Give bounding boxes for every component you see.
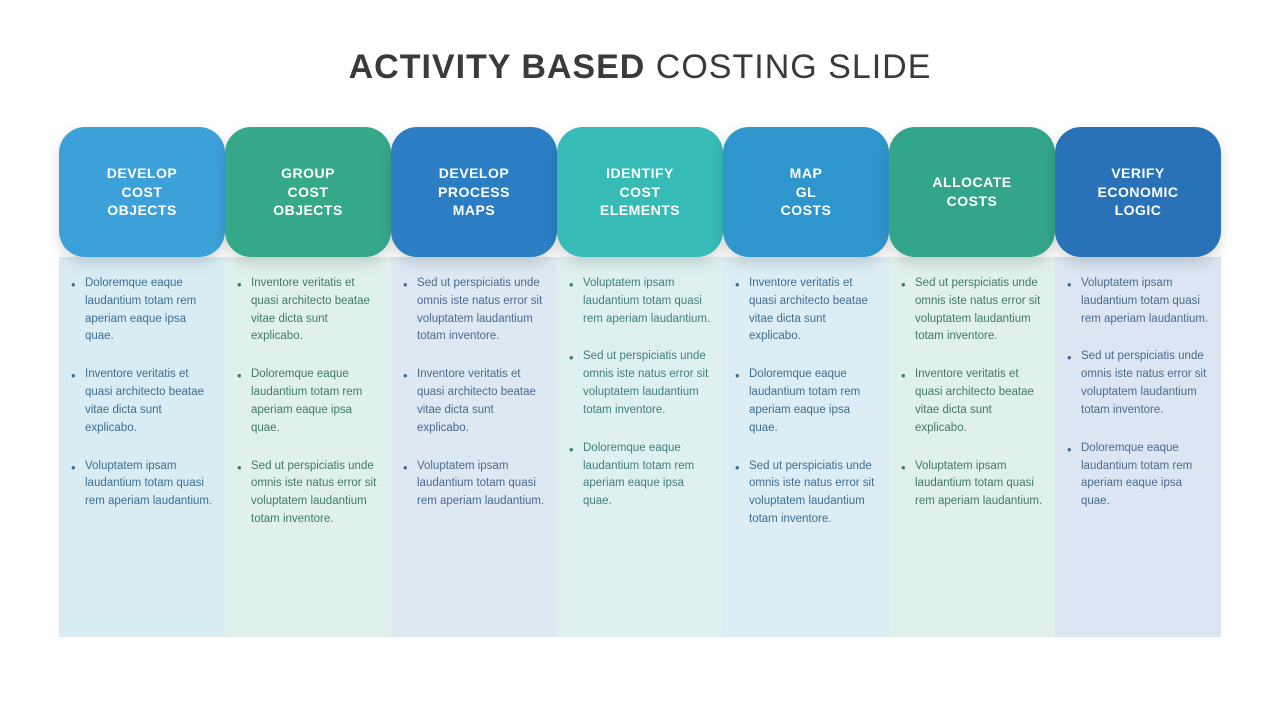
bullet-item: Sed ut perspiciatis unde omnis iste natu… (403, 275, 545, 346)
bullet-item: Doloremque eaque laudantium totam rem ap… (735, 366, 877, 437)
column-header: MAP GL COSTS (723, 127, 889, 257)
bullet-item: Sed ut perspiciatis unde omnis iste natu… (735, 458, 877, 529)
bullet-item: Inventore veritatis et quasi architecto … (237, 275, 379, 346)
bullet-item: Inventore veritatis et quasi architecto … (735, 275, 877, 346)
bullet-list: Inventore veritatis et quasi architecto … (735, 275, 877, 529)
bullet-list: Inventore veritatis et quasi architecto … (237, 275, 379, 529)
bullet-item: Voluptatem ipsam laudantium totam quasi … (71, 458, 213, 511)
slide-title: ACTIVITY BASED COSTING SLIDE (40, 48, 1240, 87)
process-column: VERIFY ECONOMIC LOGIC Voluptatem ipsam la… (1055, 127, 1221, 637)
bullet-item: Voluptatem ipsam laudantium totam quasi … (901, 458, 1043, 511)
process-column: IDENTIFY COST ELEMENTS Voluptatem ipsam l… (557, 127, 723, 637)
column-header: DEVELOP COST OBJECTS (59, 127, 225, 257)
process-column: ALLOCATE COSTS Sed ut perspiciatis unde o… (889, 127, 1055, 637)
column-body: Voluptatem ipsam laudantium totam quasi … (1055, 257, 1221, 637)
column-header-wrap: ALLOCATE COSTS (889, 127, 1055, 257)
column-header-wrap: DEVELOP PROCESS MAPS (391, 127, 557, 257)
column-header-wrap: MAP GL COSTS (723, 127, 889, 257)
bullet-item: Sed ut perspiciatis unde omnis iste natu… (569, 348, 711, 419)
title-light: COSTING SLIDE (656, 48, 932, 86)
bullet-item: Doloremque eaque laudantium totam rem ap… (71, 275, 213, 346)
process-column: DEVELOP COST OBJECTS Doloremque eaque lau… (59, 127, 225, 637)
column-body: Doloremque eaque laudantium totam rem ap… (59, 257, 225, 637)
bullet-item: Sed ut perspiciatis unde omnis iste natu… (1067, 348, 1209, 419)
column-header: DEVELOP PROCESS MAPS (391, 127, 557, 257)
process-column: MAP GL COSTS Inventore veritatis et quasi… (723, 127, 889, 637)
columns-track: DEVELOP COST OBJECTS Doloremque eaque lau… (40, 127, 1240, 637)
bullet-list: Sed ut perspiciatis unde omnis iste natu… (403, 275, 545, 511)
bullet-item: Doloremque eaque laudantium totam rem ap… (237, 366, 379, 437)
bullet-list: Voluptatem ipsam laudantium totam quasi … (1067, 275, 1209, 511)
column-body: Inventore veritatis et quasi architecto … (225, 257, 391, 637)
column-header-wrap: VERIFY ECONOMIC LOGIC (1055, 127, 1221, 257)
bullet-item: Sed ut perspiciatis unde omnis iste natu… (901, 275, 1043, 346)
column-header: ALLOCATE COSTS (889, 127, 1055, 257)
bullet-item: Voluptatem ipsam laudantium totam quasi … (403, 458, 545, 511)
bullet-list: Sed ut perspiciatis unde omnis iste natu… (901, 275, 1043, 511)
column-body: Sed ut perspiciatis unde omnis iste natu… (391, 257, 557, 637)
slide: ACTIVITY BASED COSTING SLIDE DEVELOP COS… (0, 0, 1280, 720)
column-body: Inventore veritatis et quasi architecto … (723, 257, 889, 637)
column-header-wrap: IDENTIFY COST ELEMENTS (557, 127, 723, 257)
column-header-wrap: GROUP COST OBJECTS (225, 127, 391, 257)
bullet-item: Voluptatem ipsam laudantium totam quasi … (569, 275, 711, 328)
bullet-item: Doloremque eaque laudantium totam rem ap… (569, 440, 711, 511)
bullet-item: Inventore veritatis et quasi architecto … (901, 366, 1043, 437)
bullet-list: Voluptatem ipsam laudantium totam quasi … (569, 275, 711, 511)
bullet-item: Sed ut perspiciatis unde omnis iste natu… (237, 458, 379, 529)
column-header: VERIFY ECONOMIC LOGIC (1055, 127, 1221, 257)
bullet-item: Inventore veritatis et quasi architecto … (71, 366, 213, 437)
column-header-wrap: DEVELOP COST OBJECTS (59, 127, 225, 257)
bullet-item: Voluptatem ipsam laudantium totam quasi … (1067, 275, 1209, 328)
bullet-item: Doloremque eaque laudantium totam rem ap… (1067, 440, 1209, 511)
column-header: IDENTIFY COST ELEMENTS (557, 127, 723, 257)
title-bold: ACTIVITY BASED (349, 48, 646, 86)
process-column: GROUP COST OBJECTS Inventore veritatis et… (225, 127, 391, 637)
column-body: Sed ut perspiciatis unde omnis iste natu… (889, 257, 1055, 637)
column-body: Voluptatem ipsam laudantium totam quasi … (557, 257, 723, 637)
process-column: DEVELOP PROCESS MAPS Sed ut perspiciatis … (391, 127, 557, 637)
bullet-item: Inventore veritatis et quasi architecto … (403, 366, 545, 437)
column-header: GROUP COST OBJECTS (225, 127, 391, 257)
bullet-list: Doloremque eaque laudantium totam rem ap… (71, 275, 213, 511)
